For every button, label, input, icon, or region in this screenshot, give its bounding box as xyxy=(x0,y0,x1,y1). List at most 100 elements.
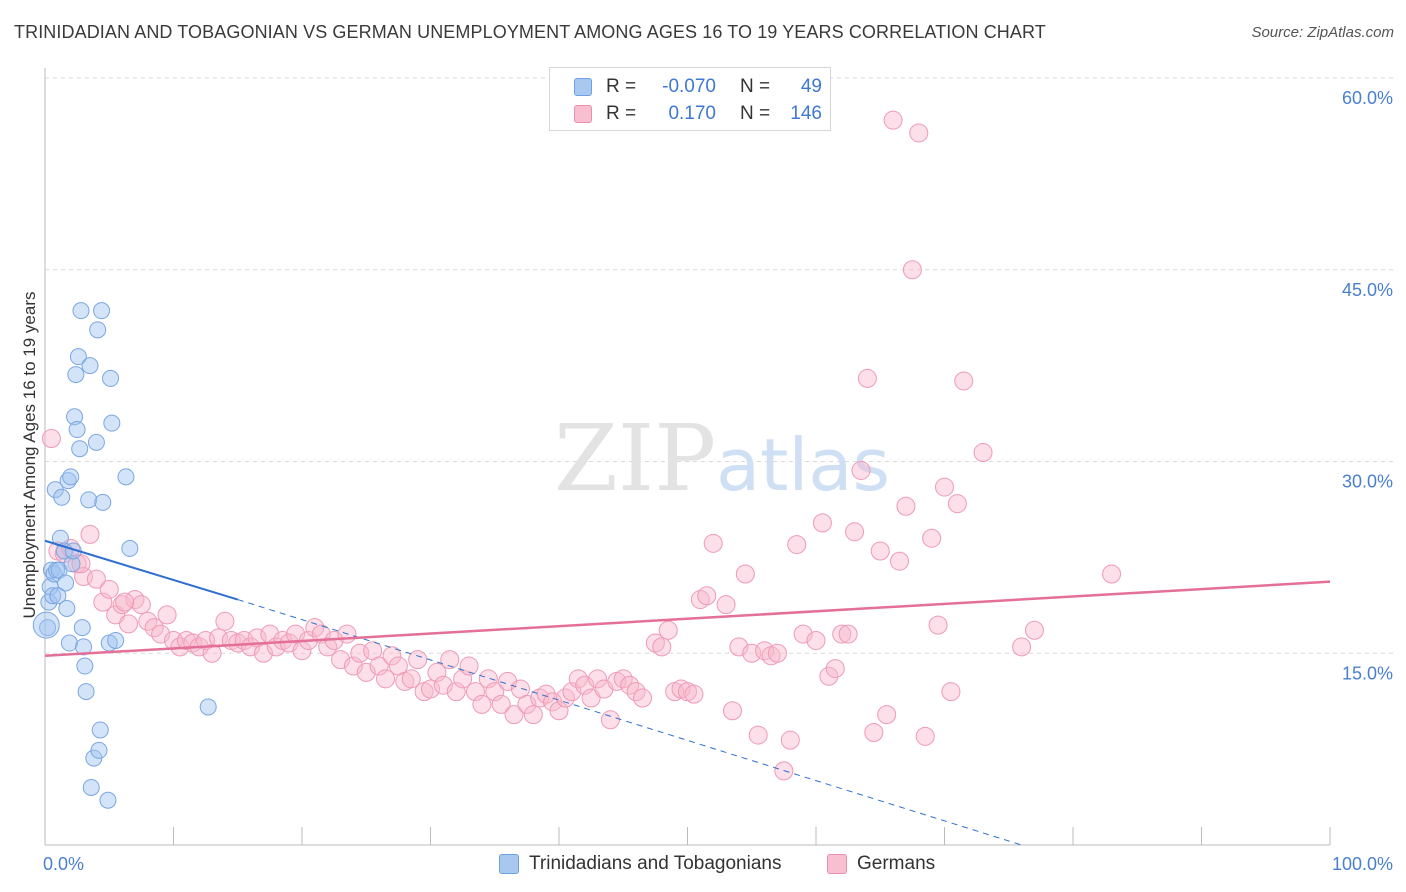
bottom-legend-swatch-blue xyxy=(499,854,519,874)
bottom-legend-label: Germans xyxy=(857,853,936,874)
y-tick-label: 15.0% xyxy=(1342,663,1393,683)
data-point-germans xyxy=(421,679,440,699)
data-point-germans xyxy=(401,669,421,689)
data-point-germans xyxy=(427,662,447,682)
watermark-atlas: atlas xyxy=(716,423,890,507)
data-point-trinidadians xyxy=(117,468,135,486)
data-point-germans xyxy=(446,682,466,702)
data-point-trinidadians xyxy=(94,493,112,511)
data-point-trinidadians xyxy=(199,698,217,716)
y-tick-label: 60.0% xyxy=(1342,88,1393,108)
data-point-trinidadians xyxy=(66,408,84,426)
tick-labels: 15.0% 30.0% 45.0% 60.0% 0.0% 100.0% xyxy=(43,88,1393,874)
data-point-trinidadians xyxy=(89,321,107,339)
data-point-germans xyxy=(922,528,942,548)
data-point-germans xyxy=(812,513,832,533)
series-trinidadians xyxy=(32,302,217,809)
trend-line-trinidadians xyxy=(44,539,239,601)
x-tick-label: 100.0% xyxy=(1332,854,1393,874)
data-point-germans xyxy=(472,694,492,714)
data-point-trinidadians xyxy=(76,657,94,675)
trend-line-germans xyxy=(44,580,1331,658)
data-point-germans xyxy=(928,615,948,635)
data-point-trinidadians xyxy=(90,741,108,759)
data-point-germans xyxy=(80,524,100,544)
data-point-germans xyxy=(491,694,511,714)
watermark: ZIP atlas xyxy=(554,405,890,512)
data-point-germans xyxy=(478,669,498,689)
legend-r-label: R = xyxy=(606,76,637,97)
data-point-germans xyxy=(767,643,787,663)
legend-swatch-pink xyxy=(574,105,592,123)
data-point-germans xyxy=(523,705,543,725)
data-point-germans xyxy=(115,592,135,612)
data-point-germans xyxy=(722,701,742,721)
data-point-germans xyxy=(600,710,620,730)
data-point-trinidadians xyxy=(57,574,75,592)
data-point-germans xyxy=(877,705,897,725)
data-point-germans xyxy=(41,428,61,448)
data-point-germans xyxy=(1012,637,1032,657)
data-point-germans xyxy=(382,646,402,666)
data-point-germans xyxy=(465,682,485,702)
data-point-trinidadians xyxy=(60,634,78,652)
data-point-germans xyxy=(902,260,922,280)
data-point-germans xyxy=(806,630,826,650)
data-point-germans xyxy=(838,624,858,644)
data-point-germans xyxy=(157,605,177,625)
data-point-trinidadians xyxy=(67,366,85,384)
data-point-germans xyxy=(947,494,967,514)
data-point-trinidadians xyxy=(44,587,62,605)
data-point-germans xyxy=(864,723,884,743)
grid-lines xyxy=(45,77,1393,654)
y-tick-label: 30.0% xyxy=(1342,472,1393,492)
data-point-trinidadians xyxy=(58,600,76,618)
data-point-trinidadians xyxy=(91,721,109,739)
data-point-germans xyxy=(588,669,608,689)
legend-n-label: N = xyxy=(740,103,771,124)
data-point-trinidadians xyxy=(72,302,90,320)
y-axis-label: Unemployment Among Ages 16 to 19 years xyxy=(20,292,39,619)
data-point-germans xyxy=(633,688,653,708)
data-point-germans xyxy=(684,684,704,704)
data-point-trinidadians xyxy=(77,683,95,701)
trend-lines xyxy=(44,539,1331,846)
data-point-germans xyxy=(658,620,678,640)
data-point-trinidadians xyxy=(99,791,117,809)
data-point-germans xyxy=(131,595,151,615)
data-point-germans xyxy=(549,701,569,721)
data-point-germans xyxy=(459,656,479,676)
data-point-germans xyxy=(215,611,235,631)
data-point-germans xyxy=(86,569,106,589)
data-point-germans xyxy=(973,443,993,463)
legend-row-trinidadians: R = -0.070 N = 49 xyxy=(550,74,822,100)
legend-n-label: N = xyxy=(740,76,771,97)
legend-n-value: 49 xyxy=(800,76,822,97)
data-point-germans xyxy=(703,533,723,553)
data-point-germans xyxy=(896,496,916,516)
bottom-legend-trinidadians: Trinidadians and Tobagonians xyxy=(499,852,781,876)
data-point-trinidadians xyxy=(69,348,87,366)
data-point-trinidadians xyxy=(73,619,91,637)
data-point-germans xyxy=(99,579,119,599)
source-label: Source: ZipAtlas.com xyxy=(1251,24,1394,41)
data-point-germans xyxy=(787,535,807,555)
data-point-trinidadians xyxy=(103,414,121,432)
data-point-germans xyxy=(1024,620,1044,640)
axes xyxy=(44,68,1331,846)
data-point-germans xyxy=(915,726,935,746)
data-point-trinidadians xyxy=(75,638,93,656)
data-point-germans xyxy=(93,592,113,612)
data-point-germans xyxy=(748,725,768,745)
data-point-germans xyxy=(909,123,929,143)
legend-n-value: 146 xyxy=(790,103,822,124)
data-point-germans xyxy=(376,669,396,689)
data-point-trinidadians xyxy=(49,587,67,605)
data-point-germans xyxy=(408,650,428,670)
bottom-legend-swatch-pink xyxy=(827,854,847,874)
data-point-trinidadians xyxy=(102,369,120,387)
data-point-germans xyxy=(883,110,903,130)
data-point-germans xyxy=(697,586,717,606)
data-point-germans xyxy=(825,659,845,679)
